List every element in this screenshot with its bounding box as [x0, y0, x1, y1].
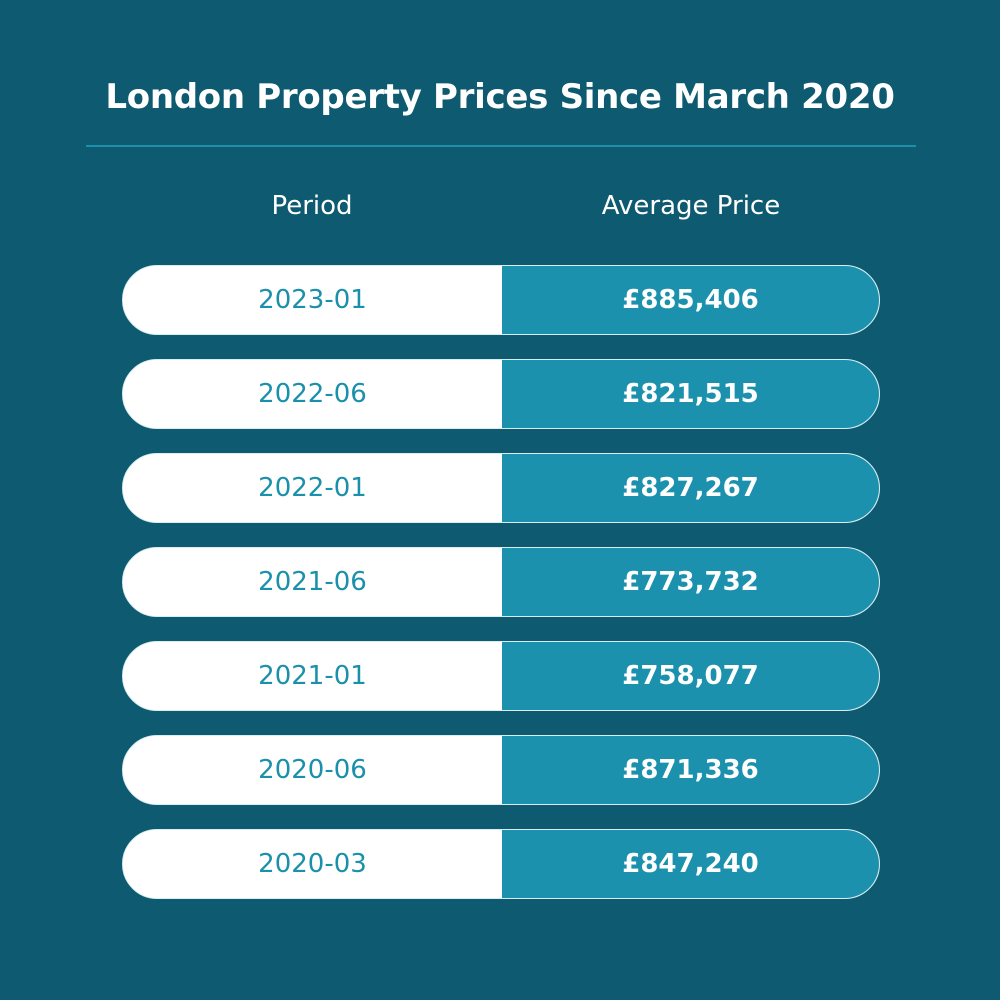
table-row: 2020-03 £847,240: [122, 829, 880, 899]
price-cell: £758,077: [502, 642, 879, 710]
column-header-period: Period: [271, 191, 353, 221]
price-cell: £847,240: [502, 830, 879, 898]
period-cell: 2023-01: [123, 266, 502, 334]
table-row: 2020-06 £871,336: [122, 735, 880, 805]
title-divider: [86, 145, 916, 147]
column-header-average-price: Average Price: [601, 191, 781, 221]
price-cell: £827,267: [502, 454, 879, 522]
table-row: 2021-01 £758,077: [122, 641, 880, 711]
price-cell: £885,406: [502, 266, 879, 334]
table-row: 2021-06 £773,732: [122, 547, 880, 617]
price-cell: £871,336: [502, 736, 879, 804]
period-cell: 2022-06: [123, 360, 502, 428]
table-row: 2023-01 £885,406: [122, 265, 880, 335]
period-cell: 2022-01: [123, 454, 502, 522]
page-title: London Property Prices Since March 2020: [105, 77, 895, 117]
period-cell: 2020-03: [123, 830, 502, 898]
period-cell: 2020-06: [123, 736, 502, 804]
table-row: 2022-01 £827,267: [122, 453, 880, 523]
period-cell: 2021-01: [123, 642, 502, 710]
period-cell: 2021-06: [123, 548, 502, 616]
price-table: 2023-01 £885,406 2022-06 £821,515 2022-0…: [122, 265, 880, 923]
price-cell: £773,732: [502, 548, 879, 616]
price-cell: £821,515: [502, 360, 879, 428]
table-row: 2022-06 £821,515: [122, 359, 880, 429]
